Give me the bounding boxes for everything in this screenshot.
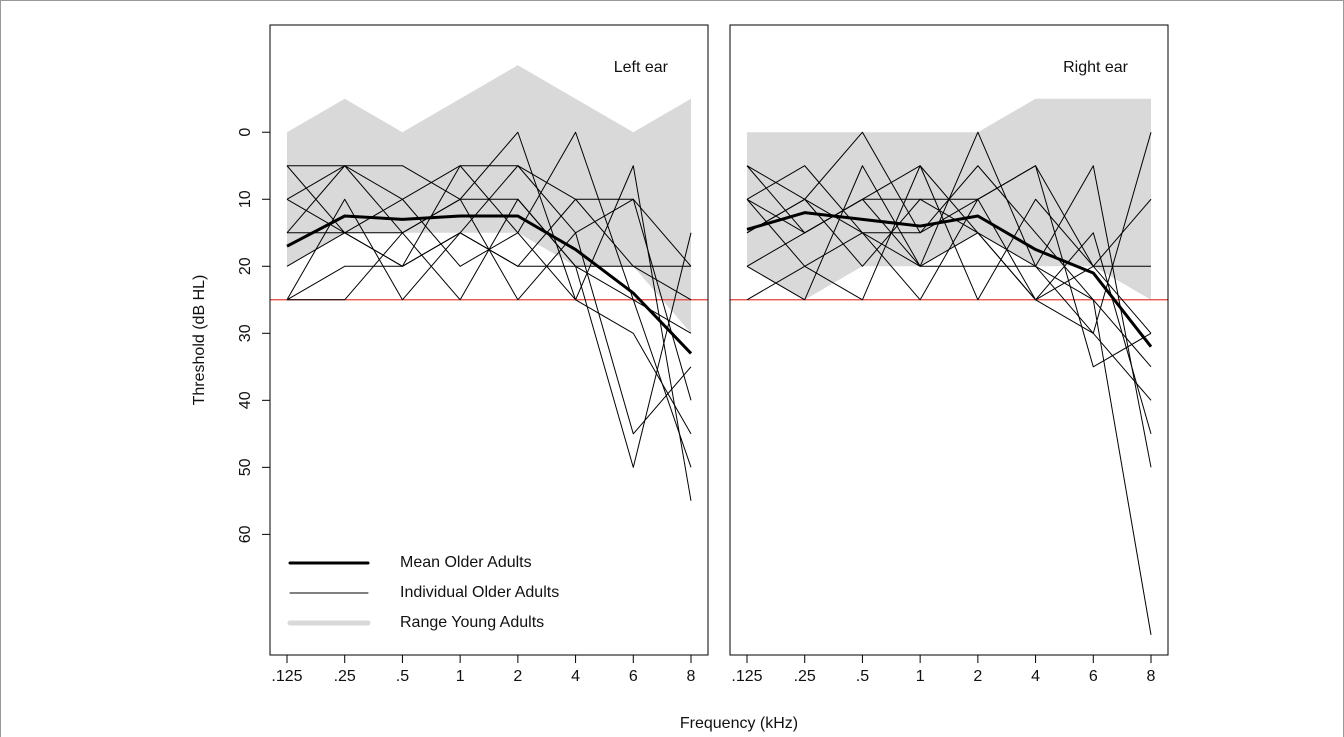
y-tick-label: 0 bbox=[237, 128, 254, 137]
x-axis-label: Frequency (kHz) bbox=[680, 715, 798, 732]
mean-line bbox=[286, 214, 693, 355]
x-tick-label: 2 bbox=[973, 668, 982, 685]
individual-line bbox=[286, 131, 692, 435]
y-tick-label: 50 bbox=[237, 458, 254, 476]
individual-line bbox=[746, 165, 1151, 301]
y-axis-label: Threshold (dB HL) bbox=[191, 275, 208, 406]
y-tick-label: 40 bbox=[237, 391, 254, 409]
plot-frame bbox=[269, 24, 709, 656]
x-tick-label: .25 bbox=[794, 668, 816, 685]
x-tick-label: 4 bbox=[1031, 668, 1040, 685]
x-tick-label: .125 bbox=[271, 668, 302, 685]
x-tick-label: 4 bbox=[571, 668, 580, 685]
x-tick-label: 2 bbox=[513, 668, 522, 685]
x-tick-label: .5 bbox=[856, 668, 869, 685]
plot-frame bbox=[729, 24, 1169, 656]
x-tick-label: .125 bbox=[731, 668, 762, 685]
mean-line bbox=[746, 211, 1153, 348]
individual-line bbox=[746, 132, 1152, 334]
individual-line bbox=[746, 198, 1152, 401]
panel-title: Right ear bbox=[1063, 59, 1129, 76]
y-tick-label: 20 bbox=[237, 257, 254, 275]
x-tick-label: 8 bbox=[687, 668, 696, 685]
legend-label: Individual Older Adults bbox=[400, 584, 559, 601]
legend-label: Range Young Adults bbox=[400, 614, 544, 631]
y-tick-label: 30 bbox=[237, 324, 254, 342]
x-tick-label: 1 bbox=[456, 668, 465, 685]
y-tick-label: 60 bbox=[237, 525, 254, 543]
x-tick-label: .5 bbox=[396, 668, 409, 685]
individual-line bbox=[746, 198, 1152, 434]
x-tick-label: 6 bbox=[1089, 668, 1098, 685]
x-tick-label: 1 bbox=[916, 668, 925, 685]
x-tick-label: 6 bbox=[629, 668, 638, 685]
legend-label: Mean Older Adults bbox=[400, 554, 532, 571]
panel-title: Left ear bbox=[614, 59, 669, 76]
x-tick-label: 8 bbox=[1147, 668, 1156, 685]
individual-line bbox=[286, 165, 692, 301]
y-tick-label: 10 bbox=[237, 190, 254, 208]
x-tick-label: .25 bbox=[334, 668, 356, 685]
